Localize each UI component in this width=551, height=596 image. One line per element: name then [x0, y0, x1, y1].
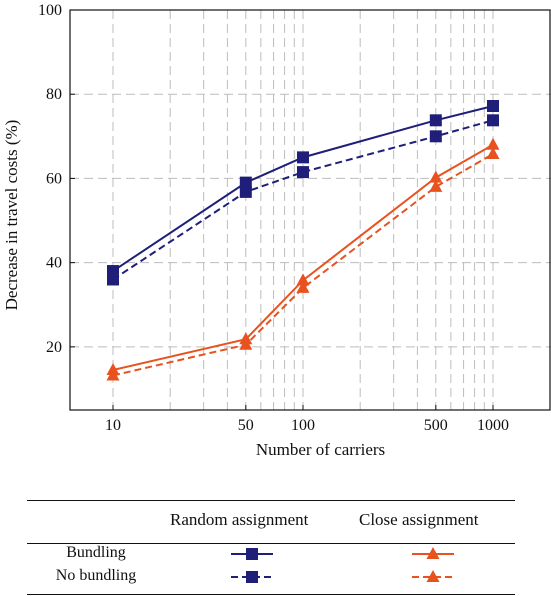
- legend-marker: [246, 571, 258, 583]
- series-line-random-no-bundling: [112, 119, 494, 281]
- x-axis-title: Number of carriers: [256, 440, 385, 459]
- data-point-close-bundling: [429, 170, 443, 183]
- legend-column-close: Close assignment: [359, 510, 479, 529]
- y-tick-label: 60: [46, 170, 62, 187]
- data-point-random-bundling: [239, 176, 252, 189]
- table-mid-rule: [27, 543, 515, 544]
- legend-marker: [246, 548, 258, 560]
- line-chart: 20 40 60 80 100 10 50 100 500 1000 Number of carr…: [2, 2, 551, 459]
- grid-lines: [70, 9, 551, 410]
- x-tick-label: 10: [105, 417, 121, 434]
- data-point-close-no-bundling: [429, 179, 443, 192]
- y-tick-label: 40: [46, 255, 62, 272]
- x-tick-label: 50: [238, 417, 254, 434]
- series-line-close-no-bundling: [112, 153, 494, 377]
- data-point-random-bundling: [297, 151, 309, 164]
- data-point-close-bundling: [296, 273, 310, 286]
- data-point-random-no-bundling: [297, 166, 309, 179]
- series-group: [106, 100, 500, 381]
- y-tick-label: 20: [46, 339, 62, 356]
- data-point-random-no-bundling: [107, 273, 119, 286]
- legend-marker: [426, 547, 440, 559]
- data-point-random-bundling: [487, 100, 499, 112]
- table-top-rule: [27, 500, 515, 501]
- data-point-random-no-bundling: [429, 130, 442, 143]
- data-point-random-bundling: [429, 114, 442, 127]
- series-random-no-bundling: [107, 114, 499, 286]
- data-point-close-no-bundling: [239, 337, 253, 350]
- legend-sample-close-no-bundling: [412, 570, 454, 582]
- y-tick-label: 100: [38, 2, 62, 19]
- x-tick-label: 100: [291, 417, 315, 434]
- data-point-random-no-bundling: [239, 185, 252, 198]
- series-close-no-bundling: [106, 147, 500, 381]
- axis-ticks: 20 40 60 80 100 10 50 100 500 1000: [38, 2, 509, 434]
- table-bottom-rule: [27, 594, 515, 595]
- y-axis-title: Decrease in travel costs (%): [2, 120, 21, 311]
- x-tick-label: 500: [424, 417, 448, 434]
- legend-sample-random-bundling: [231, 548, 273, 560]
- legend-column-random: Random assignment: [170, 510, 309, 529]
- legend-sample-close-bundling: [412, 547, 454, 559]
- legend-table: Random assignment Close assignment Bundl…: [27, 500, 515, 596]
- data-point-random-no-bundling: [487, 114, 499, 127]
- y-tick-label: 80: [46, 86, 62, 103]
- legend-row-no-bundling: No bundling: [55, 567, 137, 584]
- data-point-close-no-bundling: [486, 147, 500, 159]
- plot-area-frame: [69, 9, 551, 411]
- legend-marker: [426, 570, 440, 582]
- legend-sample-random-no-bundling: [231, 571, 273, 583]
- legend-row-bundling: Bundling: [66, 544, 126, 561]
- data-point-close-no-bundling: [106, 368, 120, 381]
- data-point-close-no-bundling: [296, 280, 310, 293]
- x-tick-label: 1000: [477, 417, 509, 434]
- data-point-close-bundling: [486, 137, 500, 150]
